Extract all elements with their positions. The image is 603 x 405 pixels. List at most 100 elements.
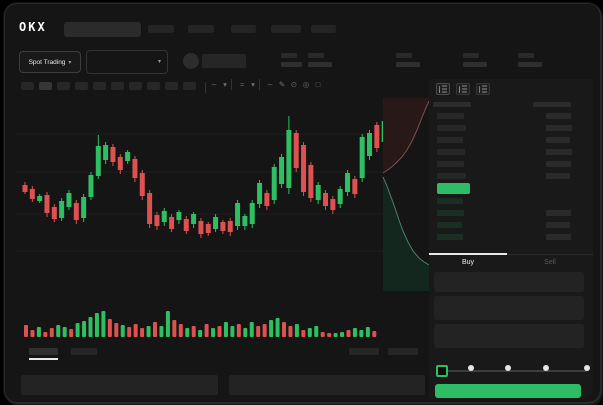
- draw-icon[interactable]: ✎: [278, 80, 286, 89]
- toggle-color-bar: [459, 85, 460, 93]
- candlestick-chart[interactable]: [16, 98, 386, 344]
- ask-row-price[interactable]: [437, 149, 465, 155]
- bid-row-amount: [546, 234, 571, 240]
- candle-body: [286, 130, 292, 188]
- volume-bar: [256, 326, 261, 337]
- timeframe-pill[interactable]: [93, 82, 106, 90]
- settings-icon[interactable]: ◎: [302, 80, 310, 89]
- timeframe-pill[interactable]: [111, 82, 124, 90]
- volume-bar: [153, 322, 157, 337]
- timeframe-pill[interactable]: [165, 82, 178, 90]
- volume-bar: [56, 325, 61, 337]
- nav-item-placeholder[interactable]: [231, 25, 256, 33]
- book-asks-icon[interactable]: [476, 83, 490, 95]
- timeframe-pill[interactable]: [39, 82, 52, 90]
- ask-row-price[interactable]: [437, 113, 464, 119]
- bottom-tab[interactable]: [71, 348, 97, 355]
- timeframe-pill[interactable]: [183, 82, 196, 90]
- nav-item-placeholder[interactable]: [188, 25, 214, 33]
- buy-submit-button[interactable]: [435, 384, 581, 398]
- ask-row-price[interactable]: [437, 137, 463, 143]
- indicator-dropdown-icon[interactable]: ∼: [210, 80, 218, 89]
- candle-body: [213, 217, 219, 229]
- volume-bar: [43, 332, 48, 337]
- timeframe-pill[interactable]: [129, 82, 142, 90]
- candle-body: [161, 211, 167, 222]
- search-input[interactable]: [64, 22, 141, 37]
- order-input-field[interactable]: [434, 324, 584, 348]
- camera-icon[interactable]: ⊙: [290, 80, 298, 89]
- timeframe-pill[interactable]: [57, 82, 70, 90]
- tab-sell[interactable]: Sell: [544, 259, 556, 266]
- stat-label-placeholder: [281, 53, 297, 58]
- order-input-field[interactable]: [434, 296, 584, 320]
- candle-body: [44, 195, 50, 213]
- line-tool-icon[interactable]: ∼: [266, 80, 274, 89]
- volume-bar: [327, 333, 332, 337]
- timeframe-pill[interactable]: [147, 82, 160, 90]
- bottom-action-placeholder[interactable]: [349, 348, 379, 355]
- depth-asks-area: [383, 98, 429, 173]
- timeframe-pill[interactable]: [75, 82, 88, 90]
- volume-bar: [49, 328, 54, 337]
- ask-row-price[interactable]: [437, 173, 466, 179]
- candle-body: [88, 175, 94, 197]
- volume-bar: [133, 324, 138, 337]
- nav-item-placeholder[interactable]: [148, 25, 174, 33]
- candle-body: [257, 183, 263, 204]
- stat-label-placeholder: [463, 53, 479, 58]
- last-price-badge[interactable]: [437, 183, 470, 194]
- candle-body: [66, 193, 72, 207]
- candle-body: [29, 189, 35, 199]
- candle-body: [125, 152, 131, 161]
- order-input-field[interactable]: [434, 272, 584, 292]
- volume-bar: [172, 320, 177, 337]
- bottom-action-placeholder[interactable]: [388, 348, 418, 355]
- bid-row-price[interactable]: [437, 222, 462, 228]
- toggle-lines: [442, 85, 447, 93]
- chart-type-dropdown-icon[interactable]: ≈: [239, 80, 245, 89]
- volume-bar: [107, 319, 112, 337]
- candle-body: [183, 219, 189, 231]
- volume-bar: [198, 330, 203, 337]
- slider-dot[interactable]: [505, 365, 511, 371]
- volume-bar: [340, 332, 345, 337]
- candle-body: [103, 145, 109, 160]
- bid-row-price[interactable]: [437, 210, 464, 216]
- fullscreen-icon[interactable]: □: [315, 80, 321, 89]
- volume-bar: [230, 326, 235, 337]
- depth-asks-line: [382, 100, 430, 174]
- slider-dot[interactable]: [468, 365, 474, 371]
- slider-dot[interactable]: [543, 365, 549, 371]
- volume-bar: [36, 327, 41, 337]
- bottom-panel-placeholder: [21, 375, 218, 395]
- volume-bar: [88, 317, 93, 337]
- timeframe-pill[interactable]: [21, 82, 34, 90]
- nav-item-placeholder[interactable]: [311, 25, 336, 33]
- candle-body: [117, 157, 123, 170]
- pair-select[interactable]: ▾: [86, 50, 168, 74]
- orderbook-header-right: [533, 102, 571, 107]
- bottom-tab[interactable]: [29, 348, 58, 355]
- amount-slider-track[interactable]: [441, 370, 587, 372]
- market-type-button[interactable]: Spot Trading ▾: [19, 51, 81, 73]
- slider-dot[interactable]: [584, 365, 590, 371]
- book-both-icon[interactable]: [436, 83, 450, 95]
- nav-item-placeholder[interactable]: [271, 25, 301, 33]
- candle-body: [147, 193, 153, 224]
- candle-body: [271, 167, 277, 200]
- volume-bar: [243, 328, 248, 337]
- stat-value-placeholder: [518, 62, 542, 67]
- tab-buy[interactable]: Buy: [461, 259, 475, 266]
- toggle-color-bar: [479, 85, 480, 93]
- slider-handle[interactable]: [436, 365, 448, 377]
- volume-bar: [262, 324, 267, 337]
- bid-row-price[interactable]: [437, 234, 463, 240]
- ask-row-price[interactable]: [437, 125, 466, 131]
- volume-bar: [94, 313, 99, 337]
- candle-body: [220, 222, 226, 231]
- stat-label-placeholder: [308, 53, 324, 58]
- bid-row-price[interactable]: [437, 198, 463, 204]
- ask-row-price[interactable]: [437, 161, 464, 167]
- book-bids-icon[interactable]: [456, 83, 470, 95]
